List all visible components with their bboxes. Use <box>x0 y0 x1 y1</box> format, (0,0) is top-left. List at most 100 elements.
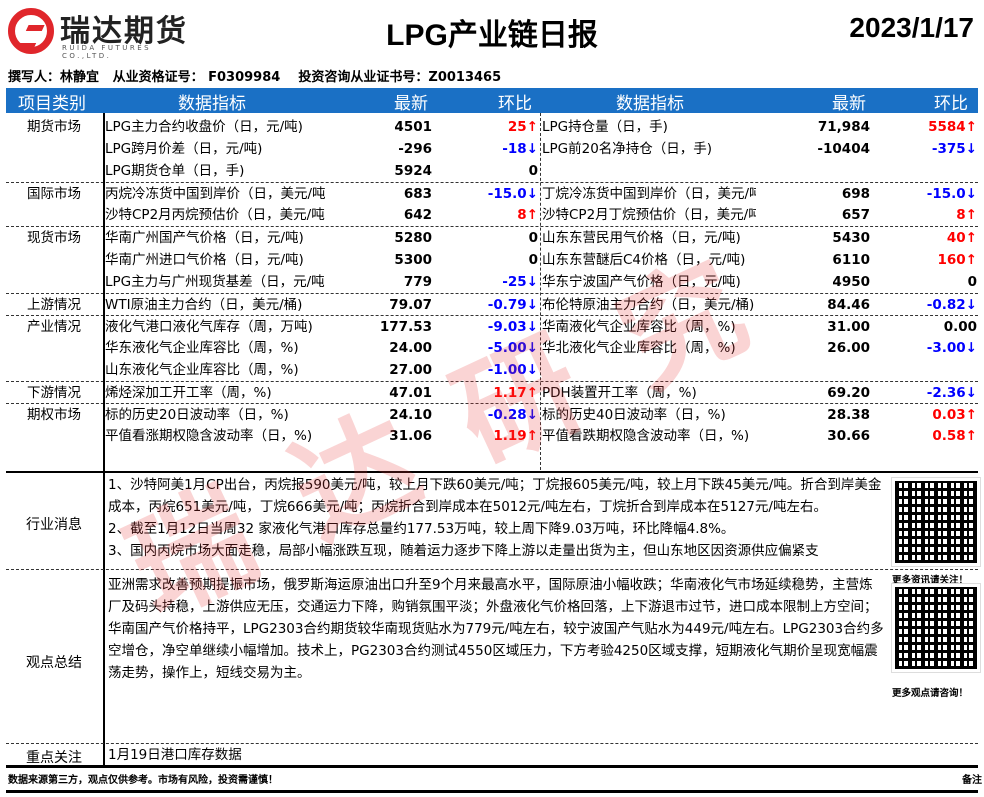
table-row: 期权市场 标的历史20日波动率（日，%) 24.10 -0.28↓ 标的历史40日波动率… <box>6 403 978 425</box>
change-value: 0 <box>528 251 538 268</box>
table-row: 平值看涨期权隐含波动率（日，%) 31.06 1.19↑ 平值看跌期权隐含波动率（日，… <box>6 425 978 447</box>
change-value: 0.00 <box>943 318 977 335</box>
change-value: -1.00↓ <box>487 362 538 379</box>
news-item: 1、沙特阿美1月CP出台，丙烷报590美元/吨，较上月下跌60美元/吨；丁烷报6… <box>108 477 882 515</box>
row-category: 下游情况 <box>27 385 81 402</box>
logo-english-name: RUIDA FUTURES CO.,LTD. <box>62 44 152 60</box>
company-logo: 瑞达期货 RUIDA FUTURES CO.,LTD. <box>8 6 198 60</box>
latest-value: 26.00 <box>827 339 870 356</box>
row-category: 期货市场 <box>27 119 81 135</box>
disclaimer: 数据来源第三方，观点仅供参考。市场有风险，投资需谨慎！ <box>8 775 278 786</box>
latest-value: 642 <box>403 207 432 224</box>
column-divider <box>103 113 105 768</box>
table-row: LPG跨月价差（日，元/吨) -296 -18↓ LPG前20名净持仓（日，手) -10… <box>6 138 978 160</box>
indicator-name: WTI原油主力合约（日，美元/桶) <box>105 296 303 313</box>
indicator-name: 丙烷冷冻货中国到岸价（日，美元/吨 <box>105 186 326 203</box>
row-category: 现货市场 <box>27 230 81 247</box>
change-value: 1.19↑ <box>493 428 538 445</box>
change-value: -375↓ <box>931 141 977 158</box>
indicator-name: 标的历史40日波动率（日，%) <box>542 407 726 424</box>
divider <box>6 569 978 570</box>
indicator-name: 平值看涨期权隐含波动率（日，%) <box>105 428 313 445</box>
indicator-name: 华东液化气企业库容比（周，%) <box>105 339 299 356</box>
indicator-name: 平值看跌期权隐含波动率（日，%) <box>542 428 750 445</box>
logo-name: 瑞达期货 <box>60 14 188 49</box>
change-value: -18↓ <box>502 141 538 158</box>
change-value: 25↑ <box>507 119 538 135</box>
table-row: LPG期货仓单（日，手) 5924 0 <box>6 160 978 182</box>
change-value: 0 <box>967 273 977 290</box>
change-value: 0.58↑ <box>932 428 977 445</box>
latest-value: 31.00 <box>827 318 870 335</box>
row-category: 产业情况 <box>27 318 81 335</box>
indicator-name: LPG持仓量（日，手) <box>542 119 668 135</box>
indicator-name: 布伦特原油主力合约（日，美元/桶) <box>542 296 755 313</box>
table-header: 项目类别 数据指标 最新 环比 数据指标 最新 环比 <box>6 88 978 114</box>
indicator-name: 华南广州进口气价格（日，元/吨) <box>105 251 304 268</box>
latest-value: 71,984 <box>817 119 870 135</box>
indicator-name: 华南广州国产气价格（日，元/吨) <box>105 230 304 247</box>
latest-value: 47.01 <box>389 385 432 402</box>
change-value: -15.0↓ <box>487 186 538 203</box>
row-category: 期权市场 <box>27 407 81 424</box>
author-line: 撰写人：林静宜 从业资格证号： F0309984 投资咨询从业证书号：Z0013… <box>8 70 502 85</box>
report-title: LPG产业链日报 <box>386 19 598 52</box>
indicator-name: 山东东营醚后C4价格（日，元/吨) <box>542 251 746 268</box>
qr-code-icon <box>891 477 981 567</box>
latest-value: 69.20 <box>827 385 870 402</box>
header-latest: 最新 <box>394 94 428 114</box>
table-row: LPG主力与广州现货基差（日，元/吨 779 -25↓ 华东宁波国产气价格（日，元/吨… <box>6 271 978 293</box>
indicator-name: 华东宁波国产气价格（日，元/吨) <box>542 273 741 290</box>
latest-value: 24.00 <box>389 339 432 356</box>
table-row: 山东液化气企业库容比（周，%) 27.00 -1.00↓ <box>6 359 978 381</box>
latest-value: -296 <box>398 141 432 158</box>
view-label: 观点总结 <box>26 655 82 671</box>
change-value: -0.28↓ <box>487 407 538 424</box>
focus-content: 1月19日港口库存数据 <box>108 747 242 763</box>
change-value: 8↑ <box>956 207 977 224</box>
latest-value: 5300 <box>394 251 432 268</box>
latest-value: 5280 <box>394 230 432 247</box>
table-row: 国际市场 丙烷冷冻货中国到岸价（日，美元/吨 683 -15.0↓ 丁烷冷冻货中国到岸价… <box>6 182 978 204</box>
indicator-name: LPG主力与广州现货基差（日，元/吨 <box>105 273 325 290</box>
header-category: 项目类别 <box>18 94 86 114</box>
header-change-2: 环比 <box>934 94 968 114</box>
indicator-name: 液化气港口液化气库存（周，万吨) <box>105 318 313 335</box>
latest-value: 177.53 <box>379 318 432 335</box>
latest-value: 5924 <box>394 163 432 180</box>
latest-value: 27.00 <box>389 362 432 379</box>
header-indicator-2: 数据指标 <box>616 94 684 114</box>
change-value: -25↓ <box>502 273 538 290</box>
header-indicator: 数据指标 <box>178 94 246 114</box>
indicator-name: LPG跨月价差（日，元/吨) <box>105 141 263 158</box>
qr-code-icon <box>891 583 981 673</box>
latest-value: 698 <box>841 186 870 203</box>
news-content: 1、沙特阿美1月CP出台，丙烷报590美元/吨，较上月下跌60美元/吨；丁烷报6… <box>108 474 884 562</box>
change-value: -15.0↓ <box>926 186 977 203</box>
indicator-name: LPG前20名净持仓（日，手) <box>542 141 713 158</box>
latest-value: 4501 <box>394 119 432 135</box>
latest-value: 79.07 <box>389 296 432 313</box>
header-latest-2: 最新 <box>832 94 866 114</box>
change-value: -0.79↓ <box>487 296 538 313</box>
footer-note: 备注 <box>962 775 982 786</box>
latest-value: 657 <box>841 207 870 224</box>
latest-value: 84.46 <box>827 296 870 313</box>
indicator-name: LPG主力合约收盘价（日，元/吨) <box>105 119 303 135</box>
qr-caption: 更多观点请咨询！ <box>891 688 968 699</box>
row-category: 国际市场 <box>27 186 81 203</box>
table-row: 华东液化气企业库容比（周，%) 24.00 -5.00↓ 华北液化气企业库容比（周，%… <box>6 337 978 359</box>
indicator-name: 沙特CP2月丁烷预估价（日，美元/吨 <box>542 207 756 224</box>
focus-label: 重点关注 <box>26 750 82 766</box>
view-content: 亚洲需求改善预期提振市场，俄罗斯海运原油出口升至9个月来最高水平，国际原油小幅收… <box>108 577 884 681</box>
table-row: 现货市场 华南广州国产气价格（日，元/吨) 5280 0 山东东营民用气价格（日，元/吨… <box>6 226 978 248</box>
latest-value: 5430 <box>832 230 870 247</box>
table-row: 下游情况 烯烃深加工开工率（周，%) 47.01 1.17↑ PDH装置开工率（周，%)… <box>6 381 978 403</box>
indicator-name: 丁烷冷冻货中国到岸价（日，美元/吨 <box>542 186 756 203</box>
change-value: 1.17↑ <box>493 385 538 402</box>
table-row: 产业情况 液化气港口液化气库存（周，万吨) 177.53 -9.03↓ 华南液化气企业库… <box>6 314 978 337</box>
latest-value: 31.06 <box>389 428 432 445</box>
table-row: 沙特CP2月丙烷预估价（日，美元/吨 642 8↑ 沙特CP2月丁烷预估价（日，美元/… <box>6 204 978 226</box>
header-change: 环比 <box>498 94 532 114</box>
change-value: -2.36↓ <box>926 385 977 402</box>
